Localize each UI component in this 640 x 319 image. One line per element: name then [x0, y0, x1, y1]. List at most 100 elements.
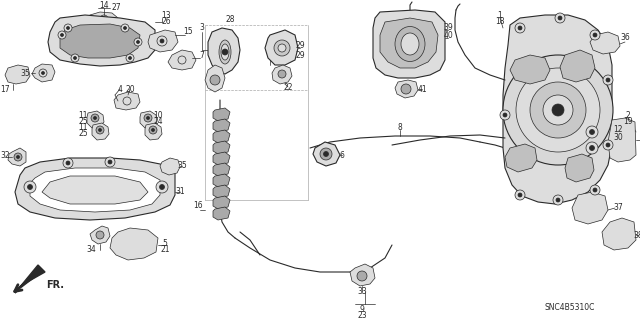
Circle shape [42, 71, 45, 75]
Circle shape [556, 198, 560, 202]
Circle shape [159, 184, 164, 189]
Text: 34: 34 [86, 246, 96, 255]
Polygon shape [265, 30, 298, 65]
Text: 6: 6 [340, 151, 344, 160]
Circle shape [320, 148, 332, 160]
Circle shape [593, 188, 597, 192]
Text: 25: 25 [78, 117, 88, 127]
Circle shape [147, 116, 150, 120]
Polygon shape [87, 111, 104, 128]
Circle shape [74, 56, 77, 60]
Circle shape [67, 26, 70, 29]
Text: 30: 30 [613, 133, 623, 143]
Circle shape [63, 158, 73, 168]
Polygon shape [5, 65, 30, 84]
Text: 7: 7 [200, 50, 204, 60]
Circle shape [553, 195, 563, 205]
Text: 39: 39 [443, 24, 453, 33]
Polygon shape [602, 218, 636, 250]
Polygon shape [213, 152, 230, 165]
Polygon shape [213, 185, 230, 198]
Circle shape [278, 44, 286, 52]
Circle shape [61, 33, 63, 36]
Polygon shape [15, 265, 45, 293]
Text: 26: 26 [161, 18, 171, 26]
Polygon shape [90, 226, 110, 244]
Polygon shape [48, 15, 155, 66]
Circle shape [96, 126, 104, 134]
Polygon shape [560, 50, 595, 82]
Polygon shape [213, 174, 230, 187]
Circle shape [606, 78, 610, 82]
Polygon shape [213, 163, 230, 176]
Circle shape [99, 129, 102, 131]
Polygon shape [92, 123, 109, 140]
Circle shape [603, 75, 613, 85]
Circle shape [160, 39, 164, 43]
Circle shape [222, 49, 228, 55]
Polygon shape [30, 168, 160, 212]
Polygon shape [213, 108, 230, 121]
Circle shape [274, 40, 290, 56]
Text: FR.: FR. [46, 280, 64, 290]
Text: 36: 36 [620, 33, 630, 42]
Text: 12: 12 [613, 125, 623, 135]
Text: 10: 10 [153, 112, 163, 121]
Text: 35: 35 [20, 69, 30, 78]
Polygon shape [213, 207, 230, 220]
Polygon shape [313, 142, 340, 166]
Circle shape [96, 231, 104, 239]
Polygon shape [160, 158, 180, 175]
Polygon shape [213, 119, 230, 132]
Circle shape [357, 271, 367, 281]
Circle shape [558, 16, 562, 20]
Text: 5: 5 [163, 239, 168, 248]
Polygon shape [213, 141, 230, 154]
Text: 11: 11 [78, 112, 88, 121]
Circle shape [136, 41, 140, 43]
Polygon shape [110, 228, 158, 260]
Polygon shape [8, 148, 26, 166]
Text: 4: 4 [118, 85, 122, 93]
Polygon shape [148, 30, 178, 52]
Circle shape [129, 56, 131, 60]
Text: 11: 11 [78, 123, 88, 132]
Circle shape [93, 116, 97, 120]
Circle shape [589, 145, 595, 151]
Text: 27: 27 [111, 4, 121, 12]
Text: 17: 17 [0, 85, 10, 94]
Polygon shape [145, 123, 162, 140]
Text: 19: 19 [623, 117, 633, 127]
Circle shape [590, 185, 600, 195]
Circle shape [66, 161, 70, 165]
Text: 29: 29 [295, 50, 305, 60]
Circle shape [156, 181, 168, 193]
Circle shape [100, 15, 108, 23]
Circle shape [518, 193, 522, 197]
Polygon shape [213, 196, 230, 209]
Polygon shape [510, 55, 550, 84]
Circle shape [603, 140, 613, 150]
Polygon shape [608, 118, 636, 162]
Text: 15: 15 [183, 27, 193, 36]
Circle shape [121, 24, 129, 32]
Circle shape [515, 190, 525, 200]
Text: 21: 21 [160, 246, 170, 255]
Circle shape [593, 33, 597, 37]
Circle shape [552, 104, 564, 116]
Text: 24: 24 [153, 117, 163, 127]
Polygon shape [168, 50, 196, 70]
Text: 28: 28 [225, 16, 235, 25]
Circle shape [126, 54, 134, 62]
Circle shape [144, 114, 152, 122]
Circle shape [71, 54, 79, 62]
Circle shape [39, 69, 47, 77]
Circle shape [152, 129, 154, 131]
Polygon shape [15, 158, 175, 220]
Circle shape [24, 181, 36, 193]
Circle shape [555, 13, 565, 23]
Circle shape [401, 84, 411, 94]
Text: 23: 23 [357, 311, 367, 319]
Circle shape [64, 24, 72, 32]
Text: 3: 3 [200, 24, 204, 33]
